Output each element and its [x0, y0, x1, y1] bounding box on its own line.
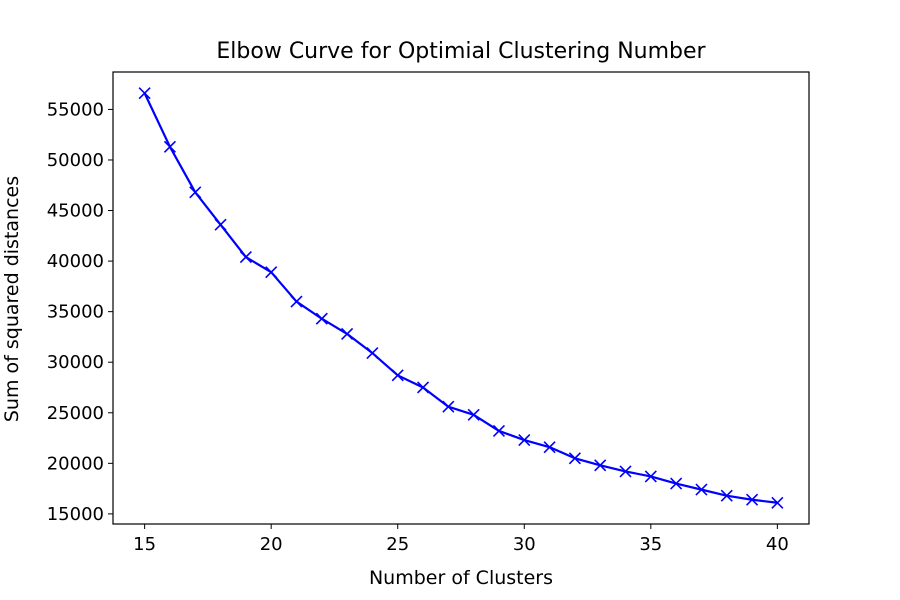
data-point-marker [366, 347, 379, 360]
y-tick-label: 35000 [47, 302, 104, 323]
data-point-marker [619, 465, 632, 478]
series-line [143, 92, 778, 504]
x-tick-label: 15 [133, 534, 156, 555]
data-point-marker [239, 250, 252, 264]
data-point-marker [492, 424, 506, 438]
y-tick-label: 15000 [47, 504, 104, 525]
x-tick-label: 25 [386, 534, 409, 555]
data-point-marker [720, 489, 733, 502]
data-point-marker [568, 452, 581, 465]
x-tick-label: 20 [260, 534, 283, 555]
chart-title: Elbow Curve for Optimial Clustering Numb… [216, 39, 706, 64]
x-tick-label: 30 [513, 534, 536, 555]
data-point-marker [518, 434, 531, 447]
plot-area: 15 20 25 30 35 40 15000 20000 25000 30000 35000 400… [47, 71, 810, 555]
data-point-marker [442, 400, 455, 413]
data-point-marker [341, 327, 354, 340]
data-point-marker [163, 140, 177, 153]
data-point-marker [138, 87, 151, 100]
x-tick-label: 40 [766, 534, 789, 555]
y-tick-label: 50000 [47, 150, 104, 171]
plot-frame [112, 71, 810, 525]
y-tick-label: 55000 [47, 99, 104, 120]
data-point-marker [189, 186, 202, 199]
data-point-marker [543, 441, 556, 454]
data-point-marker [290, 295, 303, 308]
data-point-marker [315, 312, 328, 325]
data-point-marker [265, 266, 278, 279]
data-point-marker [594, 459, 607, 472]
data-point-marker [467, 408, 480, 421]
data-point-marker [745, 493, 759, 506]
y-tick-label: 25000 [47, 403, 104, 424]
y-axis-label: Sum of squared distances [1, 176, 23, 422]
data-point-marker [771, 496, 784, 509]
x-axis-label: Number of Clusters [369, 567, 553, 589]
y-tick-label: 45000 [47, 201, 104, 222]
data-point-marker [644, 470, 657, 483]
y-tick-label: 20000 [47, 453, 104, 474]
data-point-marker [695, 483, 708, 496]
data-point-marker [391, 369, 404, 382]
x-tick-label: 35 [639, 534, 662, 555]
data-point-marker [214, 218, 227, 231]
data-point-marker [670, 477, 683, 490]
data-point-marker [416, 381, 430, 394]
y-tick-label: 30000 [47, 352, 104, 373]
y-tick-label: 40000 [47, 251, 104, 272]
